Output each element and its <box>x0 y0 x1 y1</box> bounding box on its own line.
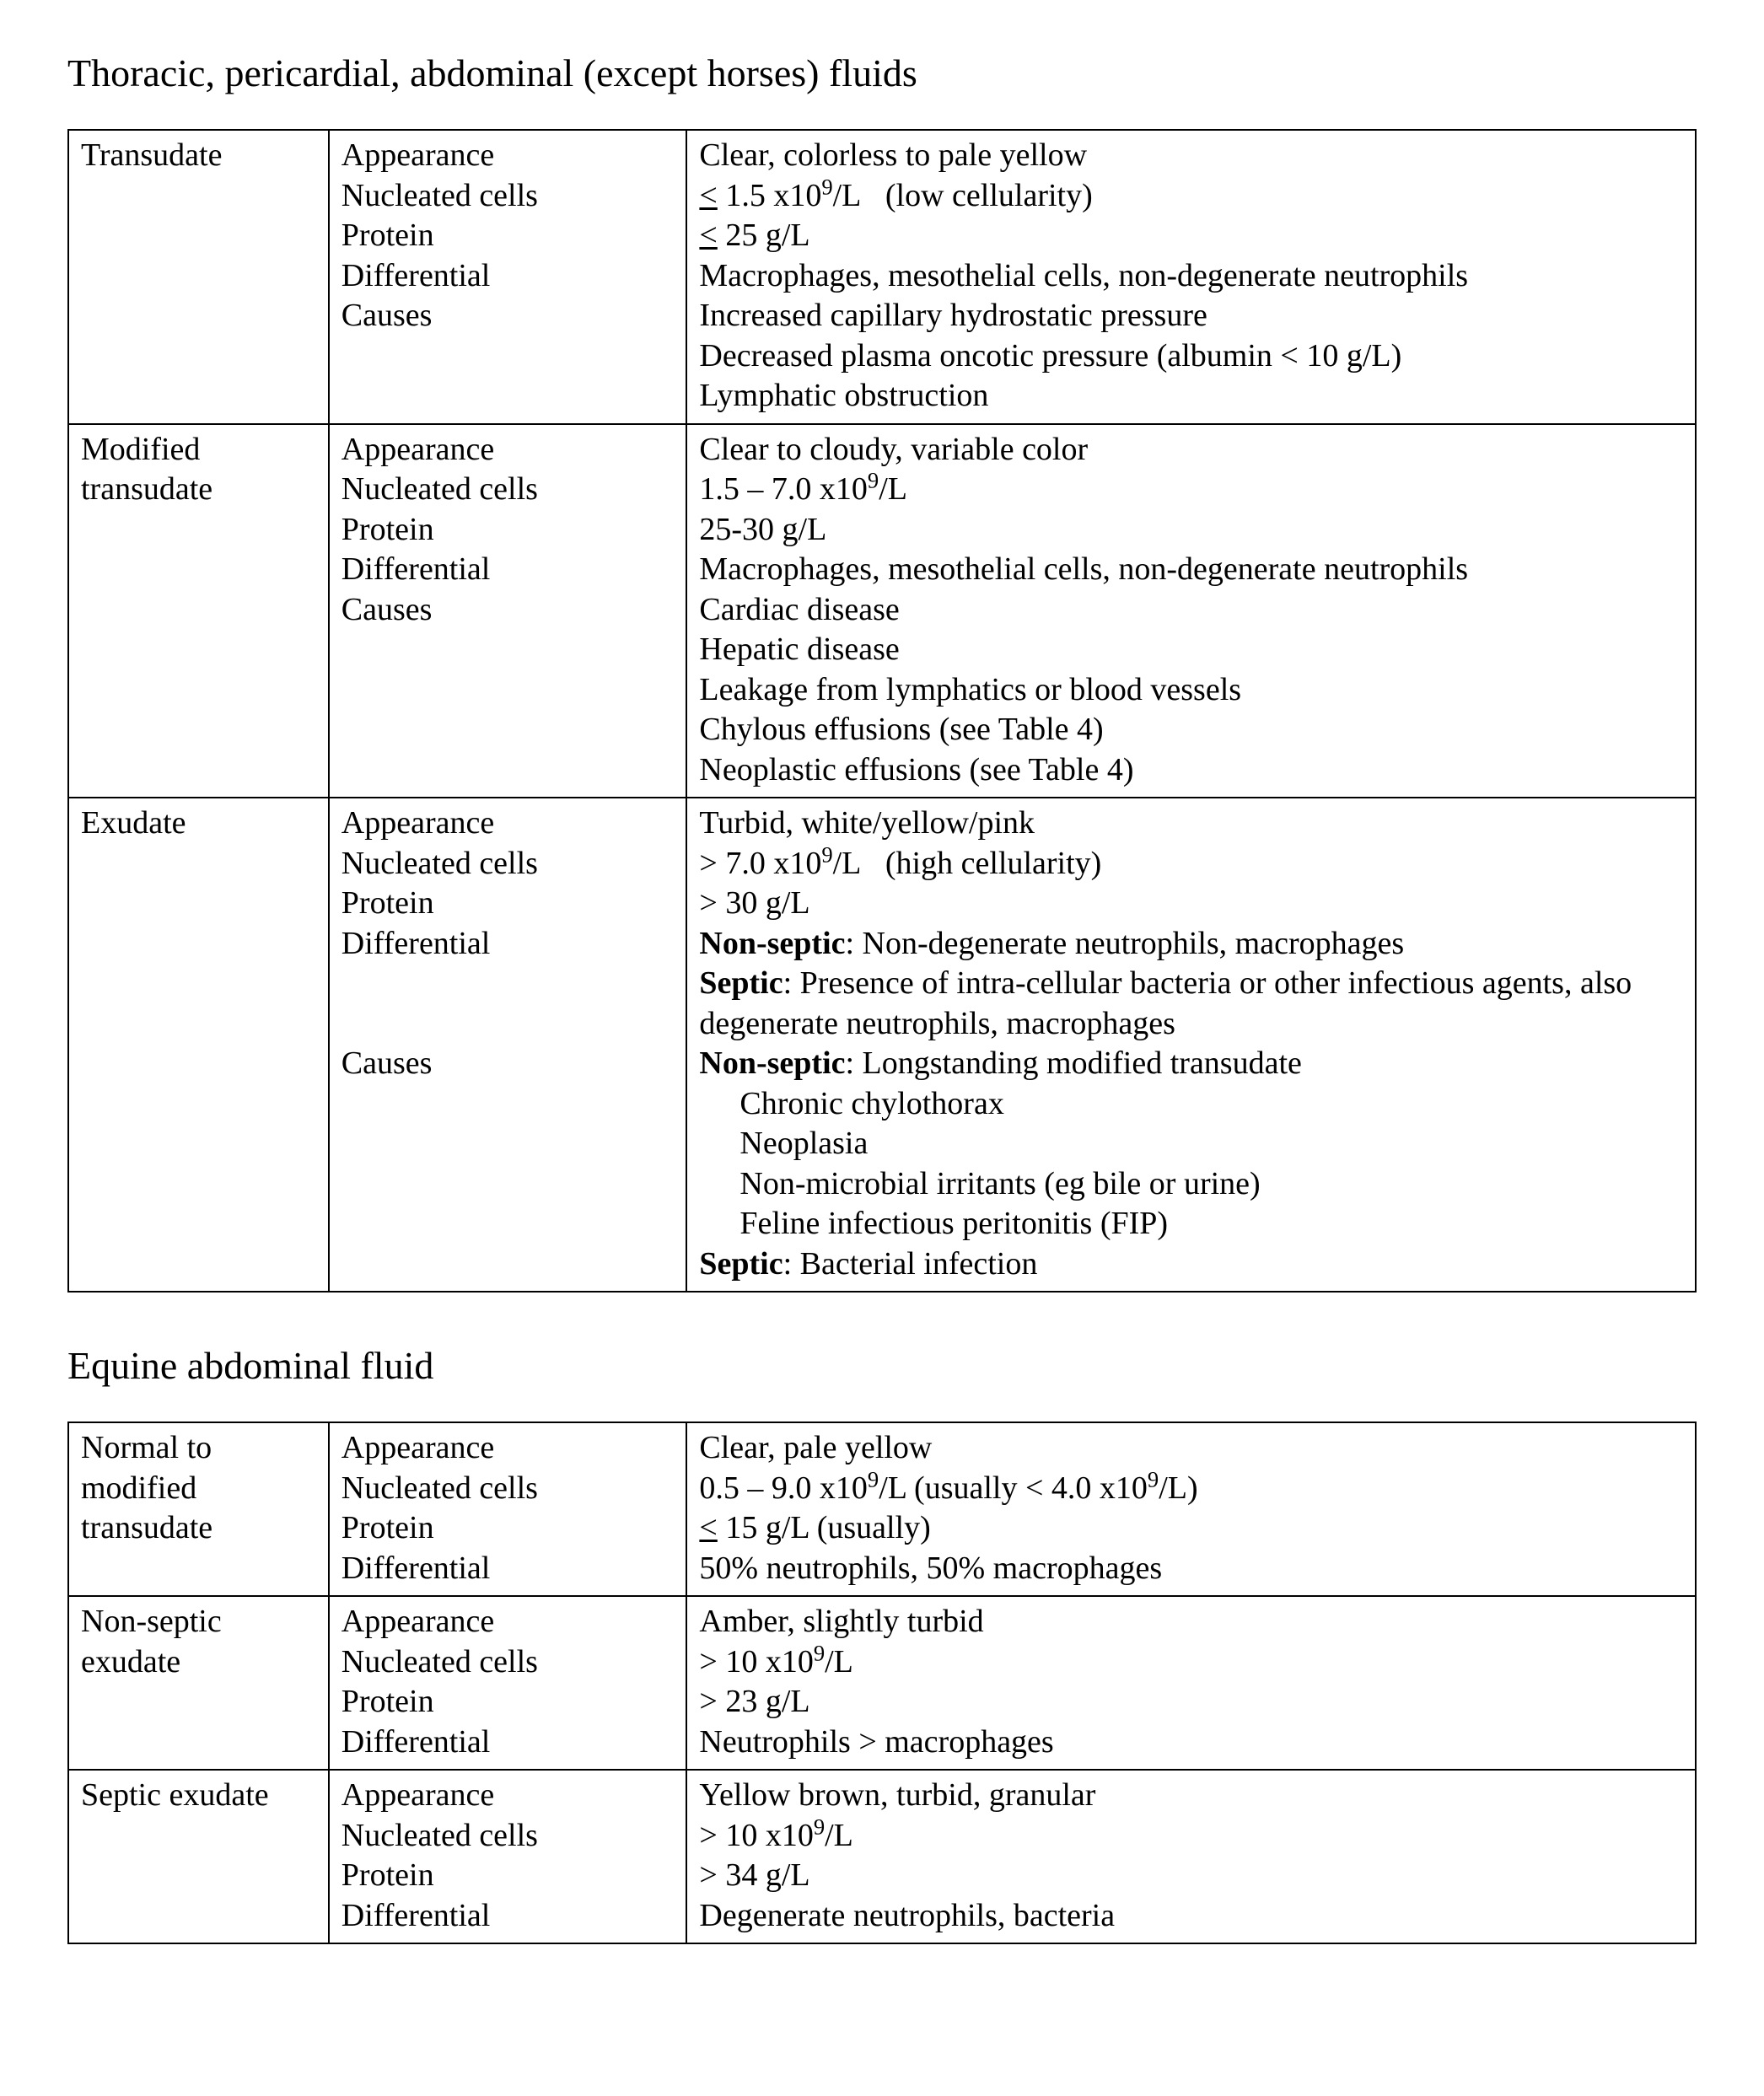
table-fluids-equine: Normal to modified transudateAppearanceN… <box>67 1422 1697 1944</box>
attribute-label: Causes <box>342 590 675 631</box>
attribute-cell: AppearanceNucleated cellsProteinDifferen… <box>329 424 687 798</box>
attribute-label: Protein <box>342 884 675 924</box>
attribute-label: Nucleated cells <box>342 176 675 217</box>
attribute-cell: AppearanceNucleated cellsProteinDifferen… <box>329 1422 687 1596</box>
attribute-cell: AppearanceNucleated cellsProteinDifferen… <box>329 1596 687 1770</box>
attribute-label: Protein <box>342 1508 675 1549</box>
attribute-label: Differential <box>342 924 675 965</box>
table1-body: TransudateAppearanceNucleated cellsProte… <box>68 130 1696 1292</box>
attribute-label: Nucleated cells <box>342 1642 675 1683</box>
category-cell: Non-septic exudate <box>68 1596 329 1770</box>
page: Thoracic, pericardial, abdominal (except… <box>0 0 1764 2096</box>
attribute-label: Nucleated cells <box>342 844 675 884</box>
attribute-label: Nucleated cells <box>342 1469 675 1509</box>
attribute-label: Appearance <box>342 1776 675 1816</box>
attribute-label: Appearance <box>342 1602 675 1642</box>
attribute-label: Differential <box>342 550 675 590</box>
table-fluids-general: TransudateAppearanceNucleated cellsProte… <box>67 129 1697 1293</box>
attribute-label: Protein <box>342 1682 675 1722</box>
value-cell: Clear, pale yellow0.5 – 9.0 x109/L (usua… <box>686 1422 1696 1596</box>
attribute-label: Differential <box>342 1549 675 1589</box>
attribute-label: Differential <box>342 1722 675 1763</box>
category-cell: Normal to modified transudate <box>68 1422 329 1596</box>
value-cell: Clear, colorless to pale yellow< 1.5 x10… <box>686 130 1696 424</box>
table-row: Non-septic exudateAppearanceNucleated ce… <box>68 1596 1696 1770</box>
table-row: ExudateAppearanceNucleated cellsProteinD… <box>68 798 1696 1292</box>
attribute-label: Differential <box>342 256 675 297</box>
attribute-label: Differential <box>342 1896 675 1937</box>
value-cell: Amber, slightly turbid> 10 x109/L> 23 g/… <box>686 1596 1696 1770</box>
value-cell: Yellow brown, turbid, granular> 10 x109/… <box>686 1770 1696 1943</box>
table2-body: Normal to modified transudateAppearanceN… <box>68 1422 1696 1943</box>
attribute-label: Nucleated cells <box>342 470 675 510</box>
category-cell: Transudate <box>68 130 329 424</box>
attribute-label: Appearance <box>342 1428 675 1469</box>
table-row: Septic exudateAppearanceNucleated cellsP… <box>68 1770 1696 1943</box>
attribute-label: Appearance <box>342 803 675 844</box>
value-cell: Clear to cloudy, variable color1.5 – 7.0… <box>686 424 1696 798</box>
attribute-cell: AppearanceNucleated cellsProteinDifferen… <box>329 1770 687 1943</box>
attribute-label: Protein <box>342 510 675 551</box>
attribute-label: Protein <box>342 216 675 256</box>
table-row: Normal to modified transudateAppearanceN… <box>68 1422 1696 1596</box>
attribute-label: Causes <box>342 1044 675 1084</box>
attribute-label: Nucleated cells <box>342 1816 675 1857</box>
value-cell: Turbid, white/yellow/pink> 7.0 x109/L (h… <box>686 798 1696 1292</box>
table-row: TransudateAppearanceNucleated cellsProte… <box>68 130 1696 424</box>
attribute-label: Causes <box>342 296 675 336</box>
attribute-label: Appearance <box>342 136 675 176</box>
table-row: Modified transudateAppearanceNucleated c… <box>68 424 1696 798</box>
category-cell: Exudate <box>68 798 329 1292</box>
attribute-label: Appearance <box>342 430 675 470</box>
category-cell: Modified transudate <box>68 424 329 798</box>
category-cell: Septic exudate <box>68 1770 329 1943</box>
section1-title: Thoracic, pericardial, abdominal (except… <box>67 51 1697 95</box>
attribute-cell: AppearanceNucleated cellsProteinDifferen… <box>329 130 687 424</box>
attribute-label <box>342 1004 675 1045</box>
section2-title: Equine abdominal fluid <box>67 1343 1697 1388</box>
attribute-label <box>342 964 675 1004</box>
attribute-cell: AppearanceNucleated cellsProteinDifferen… <box>329 798 687 1292</box>
attribute-label: Protein <box>342 1856 675 1896</box>
